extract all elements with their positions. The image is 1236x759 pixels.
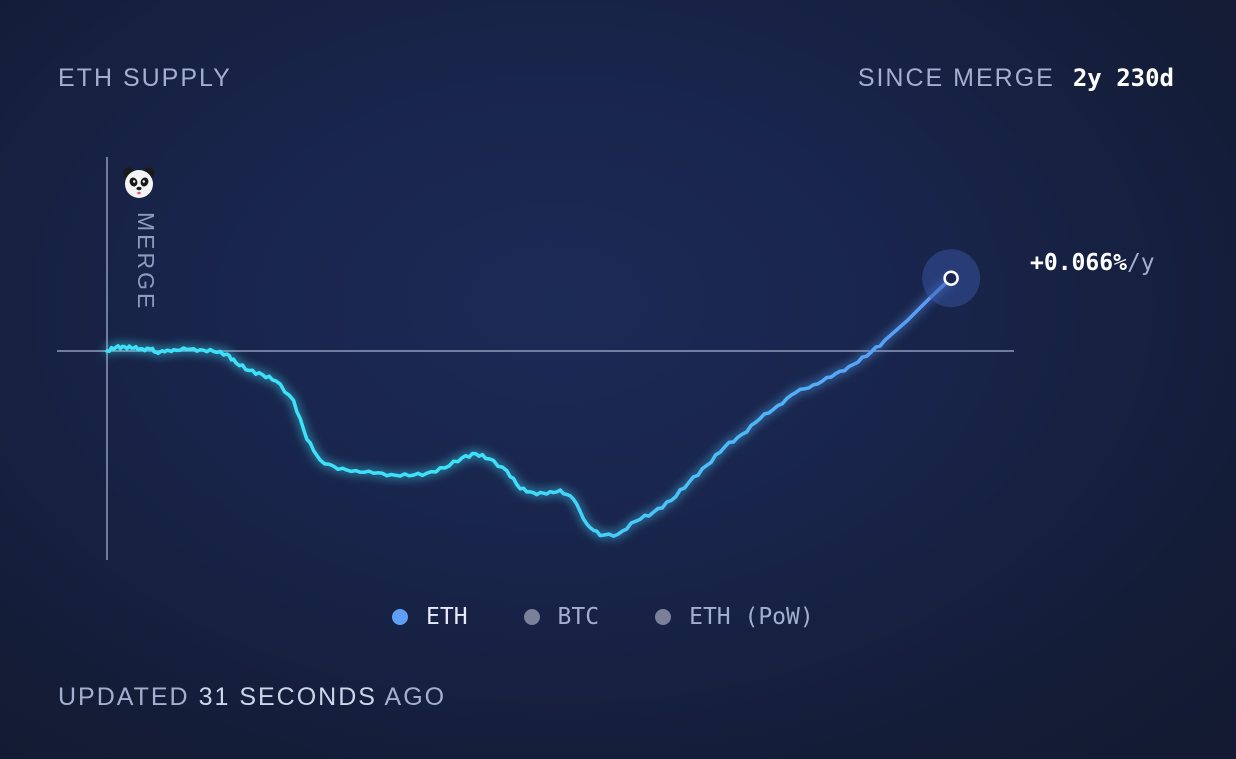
- merge-annotation: MERGE: [133, 212, 159, 312]
- updated-number: 31: [198, 683, 231, 711]
- updated-prefix: UPDATED: [58, 683, 190, 711]
- panda-icon: [123, 167, 155, 198]
- since-merge-value: 2y 230d: [1072, 64, 1174, 92]
- chart-legend: ETH BTC ETH (PoW): [392, 604, 814, 630]
- updated-suffix: AGO: [384, 683, 447, 711]
- legend-item-btc[interactable]: BTC: [523, 604, 600, 630]
- legend-dot-btc: [523, 609, 540, 625]
- legend-dot-eth: [392, 609, 408, 625]
- since-merge-header: SINCE MERGE 2y 230d: [858, 64, 1174, 93]
- legend-label-eth-pow: ETH (PoW): [689, 604, 814, 630]
- chart-title: ETH SUPPLY: [58, 64, 232, 92]
- legend-item-eth-pow[interactable]: ETH (PoW): [655, 604, 814, 630]
- legend-label-eth: ETH: [426, 604, 468, 630]
- annual-rate-value: +0.066%: [1030, 250, 1127, 276]
- legend-item-eth[interactable]: ETH: [392, 604, 468, 630]
- updated-unit: SECONDS: [239, 683, 377, 711]
- annual-rate-label: +0.066%/y: [1030, 250, 1155, 276]
- legend-label-btc: BTC: [557, 604, 600, 630]
- legend-dot-eth-pow: [655, 609, 672, 625]
- since-merge-label: SINCE MERGE: [857, 64, 1055, 92]
- end-point-dot[interactable]: [943, 270, 959, 286]
- last-updated: UPDATED 31 SECONDS AGO: [58, 683, 446, 712]
- annual-rate-unit: /y: [1126, 250, 1155, 276]
- series-line-eth: [105, 276, 953, 538]
